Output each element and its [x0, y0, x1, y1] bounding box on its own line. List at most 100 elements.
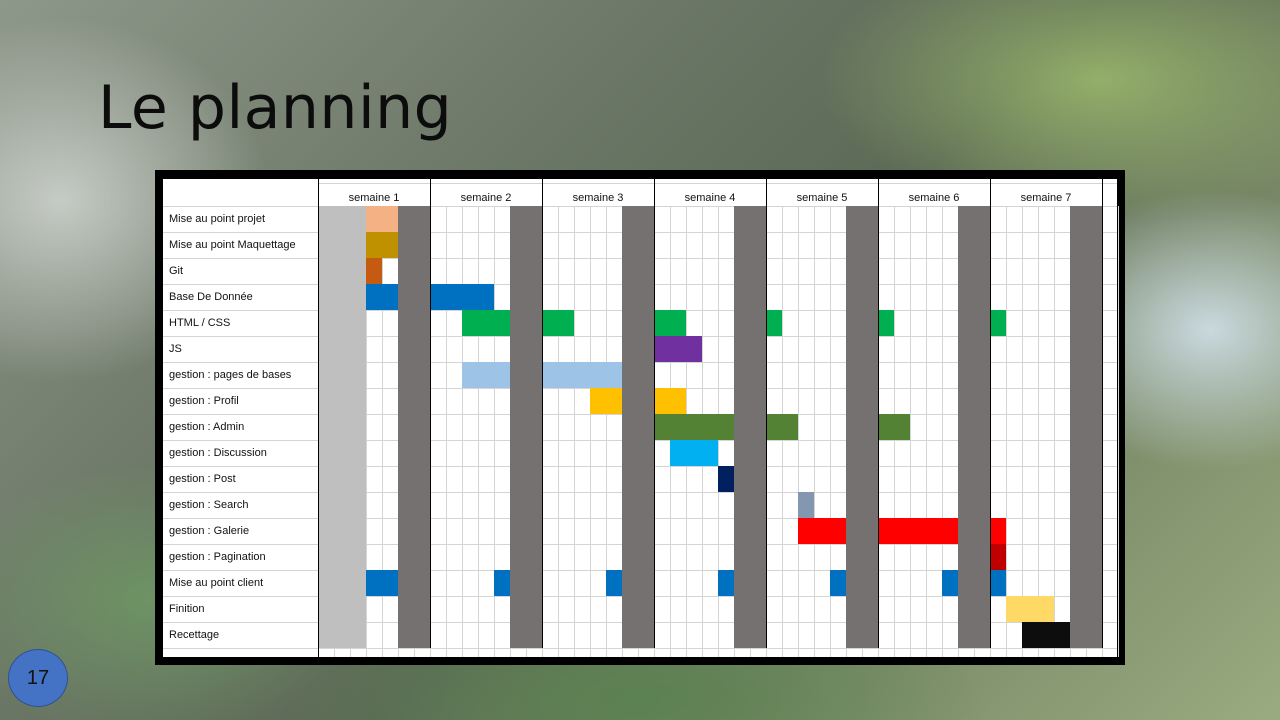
grid-line-v [910, 206, 911, 657]
grid-line-h [163, 648, 1117, 649]
grid-line-v [1038, 206, 1039, 657]
weekend-block [510, 206, 542, 648]
task-bar [1022, 622, 1070, 648]
week-label: semaine 5 [796, 192, 848, 204]
task-label: Mise au point projet [169, 213, 265, 225]
grid-line-v [590, 206, 591, 657]
task-label: Recettage [169, 629, 220, 641]
task-bar [990, 544, 1006, 570]
weekend-block [734, 206, 766, 648]
task-bar [718, 466, 734, 492]
task-bar [366, 570, 398, 596]
task-bar [590, 388, 622, 414]
grid-line-v [830, 206, 831, 657]
task-label: gestion : Pagination [169, 551, 266, 563]
task-bar [542, 362, 622, 388]
task-bar [718, 570, 734, 596]
task-bar [878, 310, 894, 336]
week-separator [542, 179, 543, 648]
slide-title: Le planning [98, 73, 453, 143]
grid-line-v [478, 206, 479, 657]
task-label: Finition [169, 603, 205, 615]
task-label: JS [169, 343, 182, 355]
weekend-block [846, 206, 878, 648]
task-bar [366, 284, 398, 310]
weekend-block [1070, 206, 1102, 648]
task-bar [766, 310, 782, 336]
task-bar [670, 440, 718, 466]
gantt-chart: semaine 1 semaine 2 semaine 3 semaine 4 sema… [163, 179, 1119, 657]
week-label: semaine 7 [1020, 192, 1072, 204]
grid-line-v [1022, 206, 1023, 657]
page-number-badge: 17 [8, 649, 68, 707]
task-bar [798, 492, 814, 518]
task-label: Mise au point client [169, 577, 264, 589]
task-bar [494, 570, 510, 596]
task-bar [366, 232, 398, 258]
grid-line-v [558, 206, 559, 657]
grid-line-h [318, 183, 1117, 184]
task-bar [830, 570, 846, 596]
task-label: Mise au point Maquettage [169, 239, 296, 251]
task-bar [878, 518, 958, 544]
task-label: gestion : Search [169, 499, 249, 511]
task-bar [366, 258, 382, 284]
week-separator [654, 179, 655, 648]
task-bar [654, 388, 686, 414]
weekend-block [622, 206, 654, 648]
task-bar [766, 414, 798, 440]
task-bar [462, 310, 510, 336]
grid-line-v [1054, 206, 1055, 657]
task-bar [654, 414, 734, 440]
task-bar [430, 284, 494, 310]
grid-line-v [494, 206, 495, 657]
task-label: gestion : Profil [169, 395, 239, 407]
task-bar [542, 310, 574, 336]
week-separator [430, 179, 431, 648]
grid-line-v [606, 206, 607, 657]
grid-line-v [814, 206, 815, 657]
grid-line-v [1006, 206, 1007, 657]
grid-line-v [462, 206, 463, 657]
task-label: Git [169, 265, 184, 277]
grid-line-v [798, 206, 799, 657]
task-label: HTML / CSS [169, 317, 231, 329]
grid-line-v [1118, 206, 1119, 657]
week-separator [1102, 179, 1103, 648]
task-label: Base De Donnée [169, 291, 253, 303]
task-bar [654, 310, 686, 336]
task-bar [942, 570, 958, 596]
task-bar [1006, 596, 1054, 622]
weekend-block [958, 206, 990, 648]
grid-line-v [942, 206, 943, 657]
task-bar [990, 518, 1006, 544]
grid-line-v [366, 206, 367, 657]
task-bar [990, 310, 1006, 336]
week-separator [878, 179, 879, 648]
week-separator [766, 179, 767, 648]
week-separator [990, 179, 991, 648]
week-label: semaine 2 [460, 192, 512, 204]
grid-line-v [926, 206, 927, 657]
weekend-block [398, 206, 430, 648]
label-column-separator [318, 179, 319, 657]
task-bar [798, 518, 846, 544]
task-label: gestion : Post [169, 473, 236, 485]
week-label: semaine 1 [348, 192, 400, 204]
grid-line-v [574, 206, 575, 657]
task-label: gestion : Admin [169, 421, 245, 433]
task-bar [462, 362, 510, 388]
task-bar [654, 336, 702, 362]
task-label: gestion : Discussion [169, 447, 267, 459]
week-label: semaine 6 [908, 192, 960, 204]
task-bar [366, 206, 398, 232]
task-label: gestion : Galerie [169, 525, 250, 537]
pre-project-block [318, 206, 366, 648]
grid-line-v [446, 206, 447, 657]
task-bar [606, 570, 622, 596]
week-label: semaine 3 [572, 192, 624, 204]
grid-line-v [382, 206, 383, 657]
week-label: semaine 4 [684, 192, 736, 204]
task-label: gestion : pages de bases [169, 369, 292, 381]
task-bar [878, 414, 910, 440]
